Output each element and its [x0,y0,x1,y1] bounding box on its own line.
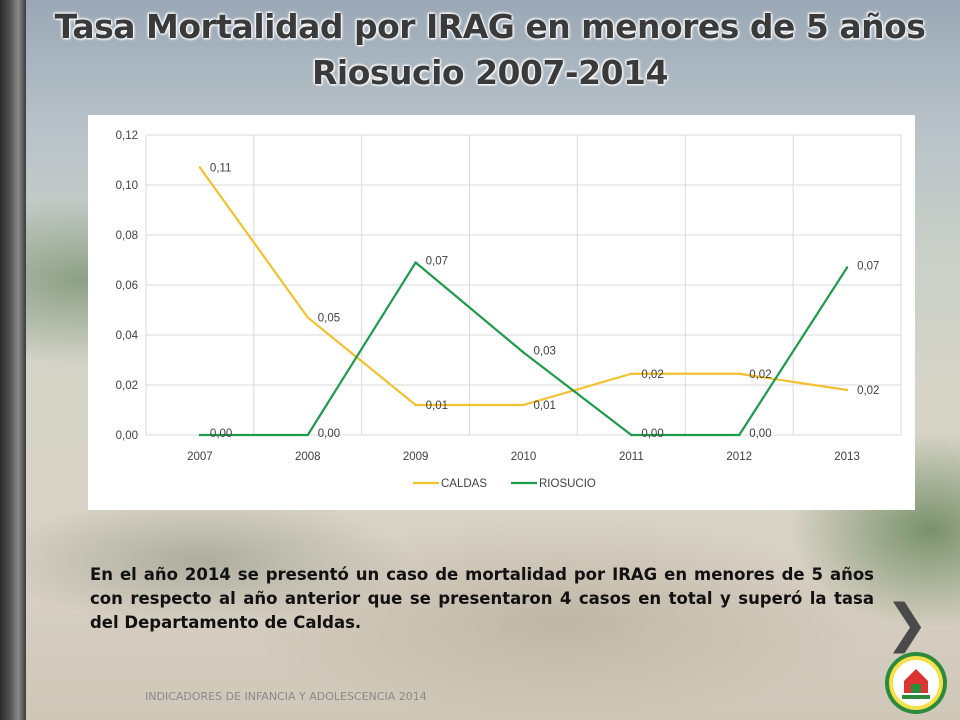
data-label-caldas: 0,11 [210,163,232,175]
slide-title: Tasa Mortalidad por IRAG en menores de 5… [40,4,940,96]
y-tick-label: 0,04 [116,330,139,342]
data-point-caldas [845,388,849,392]
data-label-riosucio: 0,00 [210,428,232,440]
x-tick-label: 2011 [619,451,644,463]
data-point-riosucio [630,433,633,437]
x-tick-label: 2007 [187,451,213,463]
data-point-riosucio [306,433,309,437]
title-line-1: Tasa Mortalidad por IRAG en menores de 5… [54,7,926,46]
y-tick-label: 0,02 [116,380,138,392]
data-label-riosucio: 0,00 [318,428,340,440]
y-tick-label: 0,12 [116,130,138,142]
y-tick-label: 0,10 [116,180,138,192]
data-point-caldas [414,403,417,407]
data-label-caldas: 0,02 [641,369,663,381]
description-text: En el año 2014 se presentó un caso de mo… [90,565,874,632]
data-label-caldas: 0,05 [318,313,340,325]
data-point-caldas [630,372,633,375]
data-point-caldas [306,316,309,319]
y-tick-label: 0,08 [116,230,138,242]
y-tick-label: 0,00 [116,430,138,442]
data-label-caldas: 0,02 [749,369,771,381]
next-slide-arrow-icon[interactable]: ❯ [885,594,929,654]
y-tick-label: 0,06 [116,280,138,292]
title-line-2: Riosucio 2007-2014 [312,53,668,92]
municipal-seal-icon [885,652,947,714]
footer-text: INDICADORES DE INFANCIA Y ADOLESCENCIA 2… [145,690,427,703]
left-decorative-bar [0,0,26,720]
data-point-riosucio [738,433,741,437]
x-tick-label: 2008 [295,451,321,463]
data-label-riosucio: 0,00 [749,428,771,440]
data-label-riosucio: 0,07 [426,256,448,268]
x-tick-label: 2012 [726,451,752,463]
data-point-riosucio [198,433,202,437]
data-label-caldas: 0,01 [534,400,556,412]
data-point-caldas [198,166,202,169]
data-label-riosucio: 0,03 [534,346,556,358]
data-label-caldas: 0,02 [857,385,879,397]
data-point-caldas [522,403,525,407]
data-point-caldas [738,372,741,375]
series-line-riosucio [199,261,848,437]
legend-label-riosucio: RIOSUCIO [539,478,596,490]
x-tick-label: 2009 [403,451,429,463]
legend-label-caldas: CALDAS [441,478,487,490]
x-tick-label: 2013 [834,451,860,463]
line-chart: 0,00 0,02 0,04 0,06 0,08 0,10 0,12 2007 2008 2009… [88,115,915,510]
line-chart-svg: 0,00 0,02 0,04 0,06 0,08 0,10 0,12 2007 2008 2009… [116,130,902,490]
data-label-riosucio: 0,07 [857,261,879,273]
data-label-riosucio: 0,00 [641,428,663,440]
data-point-riosucio [414,261,417,264]
x-tick-label: 2010 [511,451,537,463]
data-point-riosucio [522,351,525,354]
data-point-riosucio [845,266,849,269]
data-label-caldas: 0,01 [426,400,448,412]
